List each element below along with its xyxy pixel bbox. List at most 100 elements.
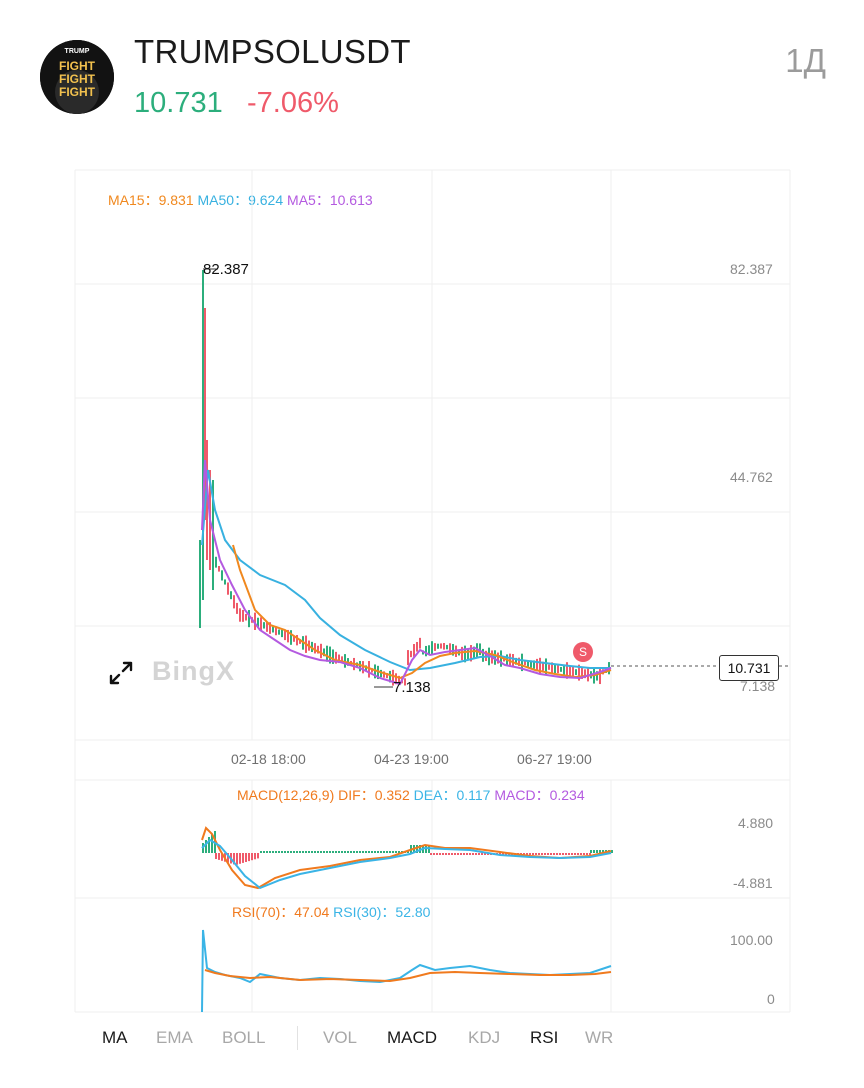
macd-bar [359, 851, 361, 853]
macd-bar [371, 851, 373, 853]
candle [545, 658, 547, 675]
macd-histogram [202, 831, 613, 865]
candle [287, 629, 289, 643]
ma50-line [201, 469, 611, 672]
candle [461, 646, 463, 661]
macd-bar [463, 853, 465, 855]
candle [521, 653, 523, 672]
macd-bar [568, 853, 570, 855]
candle [254, 612, 256, 630]
tab-vol[interactable]: VOL [323, 1028, 358, 1047]
candle [329, 646, 331, 664]
macd-bar [290, 851, 292, 853]
candle [242, 609, 244, 622]
macd-axis-top: 4.880 [738, 815, 774, 831]
macd-bar [263, 851, 265, 853]
expand-icon[interactable] [108, 660, 134, 691]
candle [199, 540, 201, 628]
candle [587, 667, 589, 682]
macd-bar [218, 853, 220, 860]
low-price-label: 7.138 [393, 679, 431, 696]
candle [572, 666, 574, 677]
candles-group [199, 270, 610, 686]
macd-bar [535, 853, 537, 855]
rsi-axis-top: 100.00 [730, 932, 773, 948]
candle [557, 664, 559, 674]
candle [269, 622, 271, 634]
candle [470, 645, 472, 662]
tab-ema[interactable]: EMA [156, 1028, 193, 1047]
ma5-value: 10.613 [329, 192, 373, 208]
tab-rsi[interactable]: RSI [530, 1028, 559, 1047]
tab-macd[interactable]: MACD [387, 1028, 438, 1047]
candle [389, 670, 391, 683]
macd-bar [611, 850, 613, 853]
candle [392, 669, 394, 686]
candle [410, 650, 412, 658]
trump-logo-icon: TRUMP FIGHT FIGHT FIGHT [40, 40, 114, 114]
tab-boll[interactable]: BOLL [222, 1028, 266, 1047]
rsi70-label: RSI(70)： [232, 904, 295, 920]
macd-bar [475, 853, 477, 855]
candle [446, 644, 448, 650]
candle [566, 662, 568, 679]
macd-bar [236, 853, 238, 865]
candle [332, 649, 334, 664]
candle [533, 660, 535, 669]
macd-bar [544, 853, 546, 855]
candle [554, 663, 556, 674]
token-avatar[interactable]: TRUMP FIGHT FIGHT FIGHT [40, 40, 114, 114]
tab-wr[interactable]: WR [585, 1028, 614, 1047]
macd-bar [433, 853, 435, 855]
macd-dea-line [201, 838, 612, 890]
candle [230, 591, 232, 600]
bingx-watermark: BingX [152, 656, 235, 686]
candle [368, 661, 370, 678]
candle [239, 608, 241, 622]
macd-bar [326, 851, 328, 853]
macd-bar [251, 853, 253, 861]
candle [482, 648, 484, 662]
macd-legend: MACD(12,26,9) DIF：0.352 DEA：0.117 MACD：0… [237, 785, 585, 805]
ma5-line [201, 459, 612, 686]
dea-value: 0.117 [456, 787, 491, 803]
macd-bar [211, 834, 213, 853]
macd-bar [596, 850, 598, 853]
tab-kdj[interactable]: KDJ [468, 1028, 501, 1047]
macd-bar [523, 853, 525, 855]
macd-bar [541, 853, 543, 855]
period-selector[interactable]: 1Д [785, 42, 826, 79]
macd-bar [260, 851, 262, 853]
candle [386, 673, 388, 679]
candle [413, 644, 415, 657]
macd-bar [436, 853, 438, 855]
candle [317, 645, 319, 654]
macd-bar [266, 851, 268, 853]
macd-bar [383, 851, 385, 853]
macd-bar [416, 845, 418, 853]
candle [560, 666, 562, 672]
candle [275, 626, 277, 636]
macd-bar [374, 851, 376, 853]
candle [452, 644, 454, 656]
macd-bar [275, 851, 277, 853]
macd-bar [332, 851, 334, 853]
candle [221, 570, 223, 581]
macd-bar [248, 853, 250, 862]
candle [431, 641, 433, 656]
sell-marker[interactable]: S [573, 642, 593, 662]
rsi-axis-bottom: 0 [767, 991, 775, 1007]
ma50-label: MA50： [197, 192, 249, 208]
candle [290, 630, 292, 645]
macd-bar [323, 851, 325, 853]
candle [362, 661, 364, 674]
macd-bar [526, 853, 528, 855]
tab-ma[interactable]: MA [102, 1028, 128, 1047]
candle [578, 664, 580, 681]
candle [341, 656, 343, 664]
macd-bar [484, 853, 486, 855]
current-price-tag: 10.731 [719, 655, 779, 681]
candle [365, 665, 367, 672]
dif-label: DIF： [338, 787, 375, 803]
